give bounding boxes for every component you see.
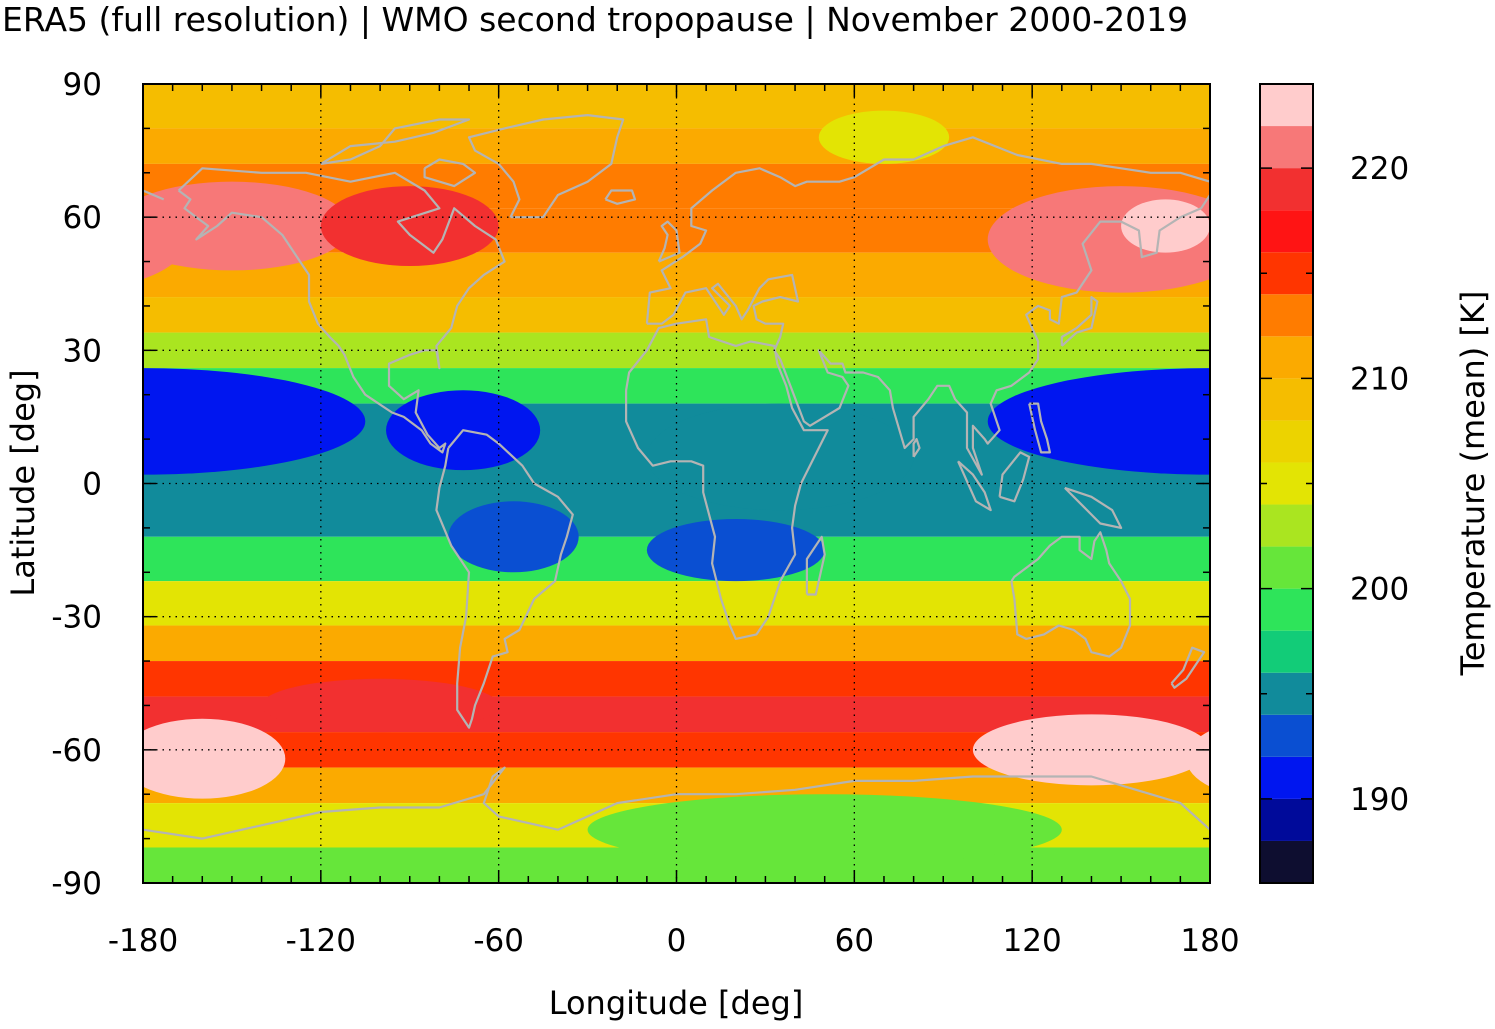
colorbar-swatch: [1260, 588, 1313, 631]
field-band-1: [143, 128, 1210, 164]
colorbar-swatch: [1260, 252, 1313, 295]
field-blob-9: [818, 110, 950, 164]
coastline-17: [604, 189, 637, 205]
coastline-6: [625, 318, 829, 640]
coastline-12: [1064, 486, 1123, 529]
colorbar-swatch: [1260, 714, 1313, 757]
field-blob-6: [1388, 186, 1495, 266]
colorbar-swatch: [1260, 378, 1313, 421]
colorbar-swatch: [1260, 756, 1313, 799]
colorbar-swatch: [1260, 210, 1313, 253]
coastline-8: [143, 766, 1210, 840]
field-blob-0: [143, 368, 366, 475]
field-blob-4: [646, 403, 914, 511]
x-tick-label: 0: [667, 923, 687, 959]
colorbar-tick-label: 210: [1350, 361, 1409, 397]
y-tick-label: -90: [51, 866, 102, 902]
colorbar-swatch: [1260, 294, 1313, 337]
field-blob-0: [987, 368, 1210, 475]
y-tick-label: -30: [51, 600, 102, 636]
coastline-11: [998, 451, 1031, 503]
field-blob-12: [587, 794, 1062, 866]
y-tick-label: 0: [82, 467, 102, 503]
coastline-10: [957, 460, 992, 512]
colorbar-swatch: [1260, 798, 1313, 841]
coastline-1: [435, 429, 574, 729]
coastlines: [143, 114, 1210, 840]
x-axis-title: Longitude [deg]: [549, 984, 804, 1022]
coastline-18: [1170, 646, 1206, 689]
coastline-14: [657, 220, 681, 263]
y-tick-label: 90: [63, 67, 102, 103]
colorbar-tick-label: 200: [1350, 572, 1409, 608]
colorbar: 220 210 200 190: [1259, 83, 1409, 884]
field-blob-2: [448, 501, 579, 573]
field-blob-13: [261, 678, 499, 733]
coastline-7: [1010, 531, 1132, 658]
field-blob-10: [143, 718, 286, 799]
colorbar-tick-label: 220: [1350, 151, 1409, 187]
coastline-4: [143, 189, 165, 201]
colorbar-swatch: [1260, 504, 1313, 547]
colorbar-swatch: [1260, 840, 1313, 883]
colorbar-swatch: [1260, 168, 1313, 211]
x-axis: -180 -120 -60 0 60 120 180: [108, 84, 1240, 959]
colorbar-swatch: [1260, 462, 1313, 505]
colorbar-title: Temperature (mean) [K]: [1454, 291, 1492, 677]
colorbar-swatch: [1260, 84, 1313, 127]
coastline-3: [645, 136, 1210, 324]
x-tick-label: 120: [1003, 923, 1062, 959]
field-blob-7: [987, 186, 1210, 293]
chart-title: ERA5 (full resolution) | WMO second trop…: [2, 0, 1189, 39]
coastline-9: [805, 535, 826, 596]
colorbar-swatch: [1260, 672, 1313, 715]
grid-lines: [143, 84, 1210, 883]
coastline-16: [320, 118, 471, 165]
x-tick-label: -180: [108, 923, 178, 959]
coastline-2: [467, 114, 625, 219]
field-blob-13: [1329, 679, 1495, 732]
y-tick-label: -60: [51, 733, 102, 769]
coastline-13: [1060, 296, 1099, 347]
y-tick-label: 30: [63, 333, 102, 369]
colorbar-swatch: [1260, 630, 1313, 673]
field-band-10: [143, 581, 1210, 626]
colorbar-swatch: [1260, 546, 1313, 589]
x-tick-label: 180: [1180, 923, 1239, 959]
y-axis: 90 60 30 0 -30 -60 -90: [51, 67, 1210, 902]
coastline-20: [1028, 402, 1051, 454]
coastline-5: [646, 194, 1210, 476]
y-axis-title: Latitude [deg]: [4, 369, 42, 596]
coastline-19: [912, 438, 921, 458]
x-tick-label: -60: [473, 923, 524, 959]
field-blob-5: [143, 181, 351, 271]
x-tick-label: -120: [286, 923, 356, 959]
y-tick-label: 60: [63, 200, 102, 236]
colorbar-swatch: [1260, 336, 1313, 379]
x-tick-label: 60: [835, 923, 874, 959]
colorbar-swatch: [1260, 126, 1313, 169]
field-blob-7: [143, 199, 188, 280]
coastline-15: [423, 158, 477, 188]
colorbar-tick-label: 190: [1350, 782, 1409, 818]
field-blob-3: [646, 519, 825, 582]
coastline-0: [177, 167, 506, 454]
field-blob-6: [320, 186, 499, 266]
colorbar-swatch: [1260, 420, 1313, 463]
